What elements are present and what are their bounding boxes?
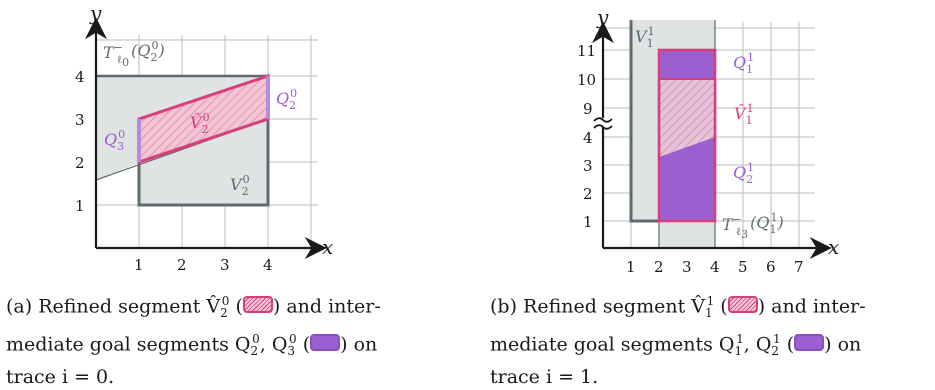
y-tick-3: 3	[75, 111, 85, 129]
figure-a: x y 1 2 3 4 1 2 3 4 T− ℓ0(Q20) V̂20 Q20 Q…	[75, 1, 333, 274]
y-axis-label-a: y	[89, 1, 102, 25]
v11-label: V11	[635, 25, 655, 50]
y-axis-label-b: y	[596, 5, 609, 29]
axis-break-b	[593, 117, 613, 130]
y-tick-b-10: 10	[577, 71, 596, 89]
goal-segment-q21	[659, 137, 715, 221]
caption-a: (a) Refined segment V̂20 () and inter- m…	[6, 288, 446, 390]
hatch-swatch-b	[727, 296, 758, 314]
goal-segment-q11	[659, 50, 715, 79]
x-tick-b-2: 2	[654, 258, 664, 276]
caption-a-line1: (a) Refined segment V̂20 () and inter-	[6, 294, 381, 321]
x-tick-4: 4	[263, 256, 273, 274]
goal-label-q30: Q30	[104, 128, 125, 153]
trace-label-a: T− ℓ0(Q20)	[103, 39, 165, 69]
x-tick-b-5: 5	[738, 258, 748, 276]
y-tick-2: 2	[75, 154, 85, 172]
figure-canvas: x y 1 2 3 4 1 2 3 4 T− ℓ0(Q20) V̂20 Q20 Q…	[75, 1, 839, 276]
hatch-swatch-a	[242, 296, 273, 314]
caption-a-line2: mediate goal segments Q20, Q30 () on	[6, 332, 378, 359]
caption-b-line2: mediate goal segments Q11, Q21 () on	[490, 332, 862, 359]
x-ticks-a: 1 2 3 4	[134, 256, 273, 274]
x-tick-b-6: 6	[766, 258, 776, 276]
y-tick-b-11: 11	[577, 42, 596, 60]
caption-b-line3: trace i = 1.	[490, 366, 599, 389]
y-tick-b-1: 1	[583, 213, 593, 231]
y-tick-b-4: 4	[583, 129, 593, 147]
y-tick-b-9: 9	[583, 100, 593, 118]
goal-label-q20: Q20	[276, 87, 297, 112]
y-ticks-b: 1 2 3 4 9 10 11	[577, 42, 596, 231]
refined-outline-b	[657, 48, 717, 223]
caption-b-line1: (b) Refined segment V̂11 () and inter-	[490, 294, 866, 321]
y-tick-4: 4	[75, 68, 85, 86]
figure-b: x y 1 2 3 4 5 6 7 1 2 3 4 9 10 11 V11 Q1…	[577, 5, 839, 276]
refined-segment-b	[659, 79, 715, 157]
x-tick-b-7: 7	[794, 258, 804, 276]
trace-label-b: T− ℓ3(Q11)	[722, 211, 784, 241]
x-tick-3: 3	[220, 256, 230, 274]
x-axis-label-a: x	[322, 235, 333, 259]
x-ticks-b: 1 2 3 4 5 6 7	[626, 258, 804, 276]
y-tick-b-2: 2	[583, 185, 593, 203]
refined-segment-label-a: V̂20	[190, 111, 210, 136]
trace-region-b	[631, 20, 659, 221]
v11-outline	[629, 20, 659, 223]
purple-swatch-a	[310, 334, 341, 352]
y-ticks-a: 1 2 3 4	[75, 68, 85, 215]
caption-a-line3: trace i = 0.	[6, 366, 115, 389]
x-tick-b-3: 3	[682, 258, 692, 276]
y-tick-1: 1	[75, 197, 85, 215]
v20-label: V20	[230, 173, 250, 198]
x-tick-b-4: 4	[710, 258, 720, 276]
goal-label-q21: Q21	[733, 161, 754, 186]
goal-label-q11: Q11	[733, 51, 754, 76]
x-tick-2: 2	[177, 256, 187, 274]
y-tick-b-3: 3	[583, 157, 593, 175]
x-tick-b-1: 1	[626, 258, 636, 276]
refined-segment-label-b: V̂11	[734, 102, 754, 127]
x-axis-label-b: x	[828, 235, 839, 259]
caption-b: (b) Refined segment V̂11 () and inter- m…	[490, 288, 930, 390]
x-tick-1: 1	[134, 256, 144, 274]
purple-swatch-b	[794, 334, 825, 352]
